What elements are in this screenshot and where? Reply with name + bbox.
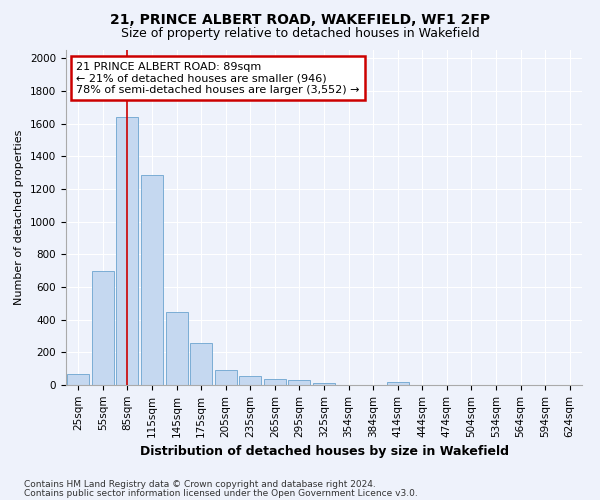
Bar <box>67 374 89 385</box>
Bar <box>215 370 237 385</box>
Bar <box>190 344 212 385</box>
Bar <box>166 312 188 385</box>
Bar <box>239 376 262 385</box>
Bar <box>92 272 114 385</box>
Text: Contains public sector information licensed under the Open Government Licence v3: Contains public sector information licen… <box>24 489 418 498</box>
Text: 21, PRINCE ALBERT ROAD, WAKEFIELD, WF1 2FP: 21, PRINCE ALBERT ROAD, WAKEFIELD, WF1 2… <box>110 12 490 26</box>
Bar <box>289 380 310 385</box>
Bar <box>141 175 163 385</box>
Bar <box>116 117 139 385</box>
Text: Size of property relative to detached houses in Wakefield: Size of property relative to detached ho… <box>121 28 479 40</box>
Text: 21 PRINCE ALBERT ROAD: 89sqm
← 21% of detached houses are smaller (946)
78% of s: 21 PRINCE ALBERT ROAD: 89sqm ← 21% of de… <box>76 62 360 95</box>
X-axis label: Distribution of detached houses by size in Wakefield: Distribution of detached houses by size … <box>139 445 509 458</box>
Bar <box>264 380 286 385</box>
Bar <box>313 382 335 385</box>
Text: Contains HM Land Registry data © Crown copyright and database right 2024.: Contains HM Land Registry data © Crown c… <box>24 480 376 489</box>
Bar <box>386 382 409 385</box>
Y-axis label: Number of detached properties: Number of detached properties <box>14 130 25 305</box>
